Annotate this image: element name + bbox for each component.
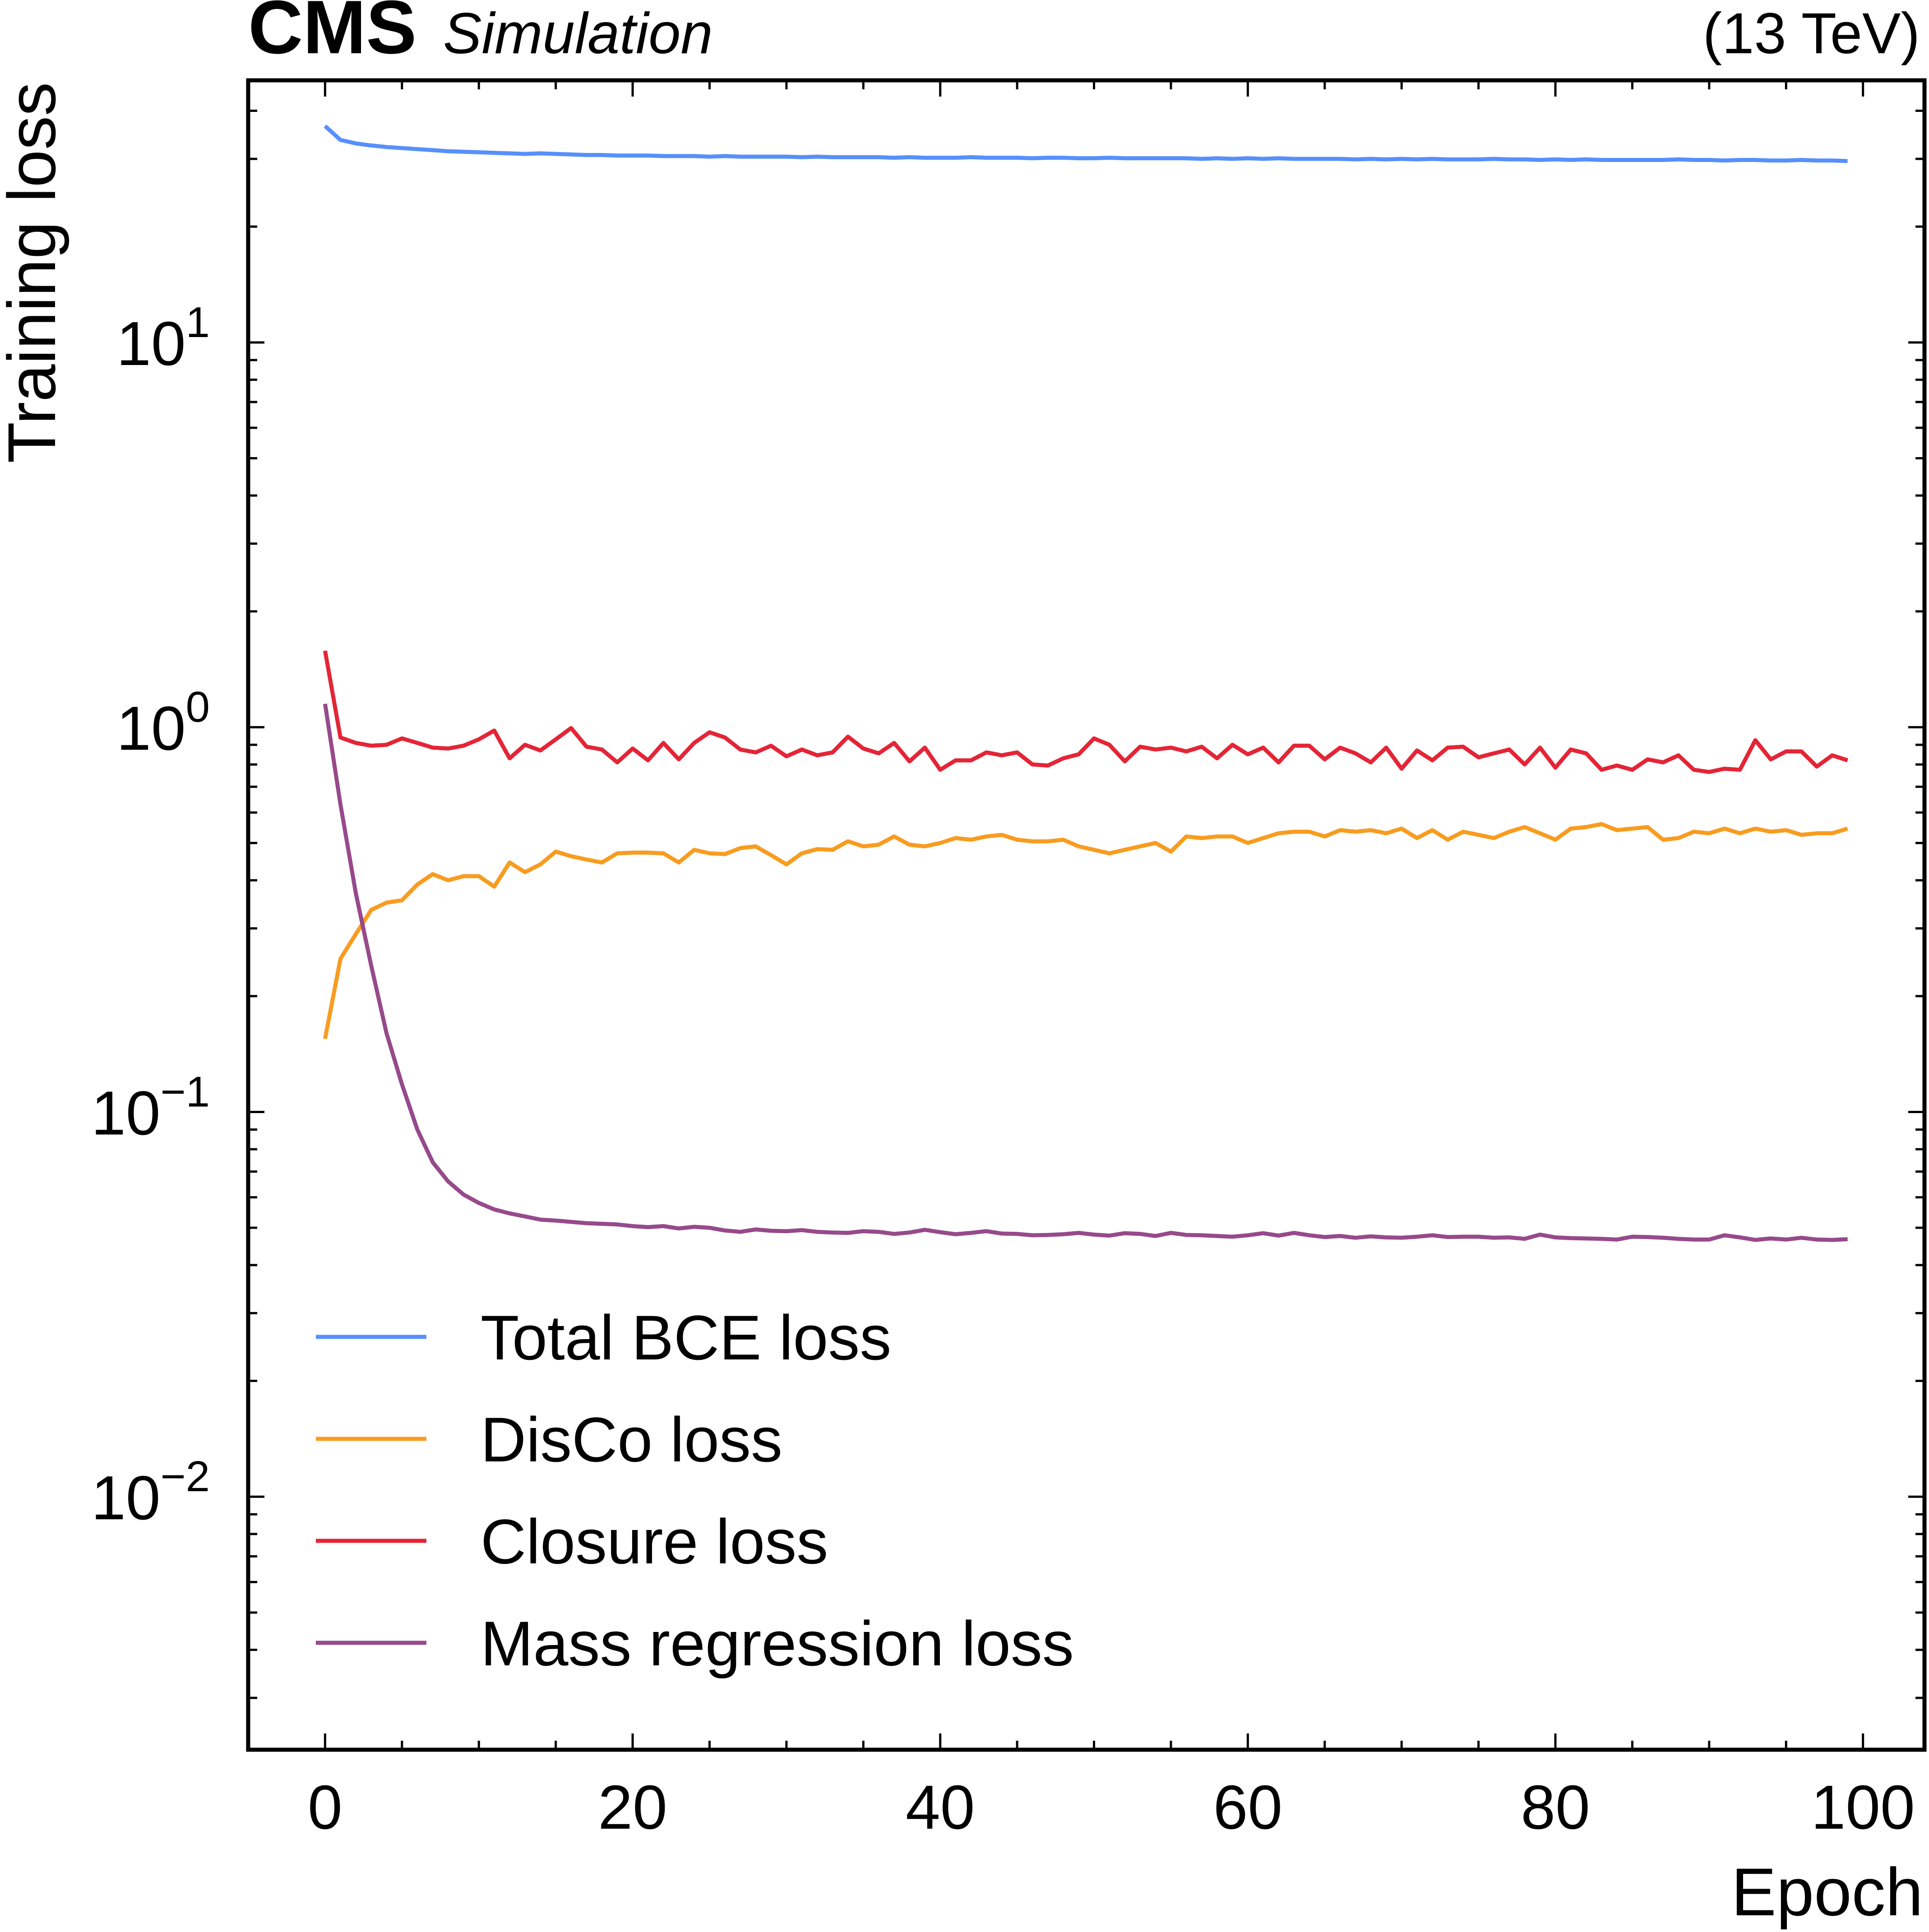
series-layer [323,125,1848,1242]
legend: Total BCE loss DisCo loss Closure loss Mass… [316,1302,1074,1679]
series-line-3 [323,703,1848,1242]
x-tick-label: 100 [1811,1773,1915,1842]
x-tick-label: 0 [308,1773,342,1842]
cms-label: CMS [248,0,416,69]
legend-label: DisCo loss [481,1404,782,1475]
y-tick-label: 101 [116,298,210,379]
x-tick-label: 60 [1213,1773,1283,1842]
legend-label: Total BCE loss [481,1302,891,1373]
y-tick-label: 10−1 [91,1068,210,1148]
x-axis-label: Epoch [1731,1854,1923,1930]
y-tick-label: 100 [116,683,210,763]
legend-label: Closure loss [481,1506,828,1577]
y-axis-label: Training loss [0,82,69,463]
energy-label: (13 TeV) [1703,1,1920,66]
legend-label: Mass regression loss [481,1608,1074,1679]
series-line-1 [323,822,1848,1040]
series-line-2 [323,650,1848,774]
y-tick-label: 10−2 [91,1452,210,1533]
x-tick-label: 40 [906,1773,975,1842]
x-tick-label: 20 [598,1773,667,1842]
simulation-label: Simulation [443,1,713,66]
ticks-layer: 0 20 40 60 80 100 10−2 10−1 100 101 [91,80,1924,1842]
series-line-0 [324,125,1848,163]
plot-frame [246,78,1927,1752]
x-tick-label: 80 [1521,1773,1590,1842]
